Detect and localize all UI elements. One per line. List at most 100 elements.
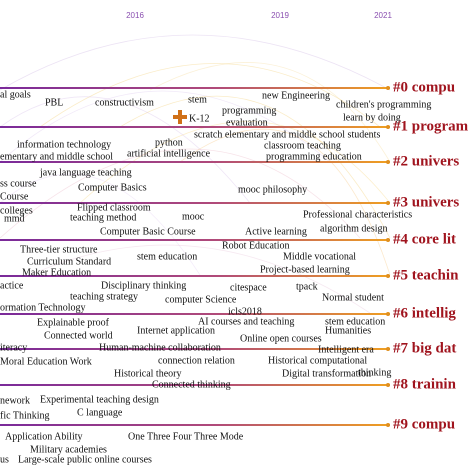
- keyword: Experimental teaching design: [40, 394, 159, 405]
- keyword: ormation Technology: [0, 302, 86, 313]
- keyword: programming education: [266, 151, 362, 162]
- cluster-label: #4 core lit: [393, 231, 456, 247]
- keyword: python: [155, 137, 183, 148]
- keyword: C language: [77, 407, 123, 418]
- cluster-label: #3 univers: [393, 194, 459, 210]
- cluster-lines: [0, 86, 390, 427]
- keyword: us: [0, 454, 9, 465]
- keyword: Computer Basics: [78, 182, 147, 193]
- keyword: fic Thinking: [0, 410, 50, 421]
- keyword: connection relation: [158, 355, 235, 366]
- keyword: mooc philosophy: [238, 184, 307, 195]
- cluster-label: #1 program: [393, 118, 469, 134]
- cluster-end: [386, 423, 390, 427]
- keyword: algorithm design: [320, 223, 388, 234]
- keyword: Large-scale public online courses: [18, 454, 152, 465]
- keyword: Historical theory: [114, 368, 181, 379]
- keyword: Project-based learning: [260, 264, 350, 275]
- cluster-label: #6 intellig: [393, 305, 456, 321]
- cluster-line: [0, 126, 390, 128]
- keyword: evaluation: [226, 117, 268, 128]
- keyword: Human-machine collaboration: [99, 342, 221, 353]
- keyword: Professional characteristics: [303, 209, 412, 220]
- keyword: information technology: [17, 139, 111, 150]
- cluster-line: [0, 348, 390, 350]
- keyword: K-12: [189, 113, 210, 124]
- keyword: Three-tier structure: [20, 244, 98, 255]
- keyword: nework: [0, 395, 30, 406]
- keyword: Historical computational: [268, 355, 367, 366]
- cluster-line: [0, 313, 390, 315]
- cluster-line: [0, 275, 390, 277]
- keyword: ss course: [0, 178, 37, 189]
- keyword: Explainable proof: [37, 317, 110, 328]
- keyword: Military academies: [30, 444, 107, 455]
- cluster-label: #5 teachin: [393, 267, 459, 283]
- keyword: Digital transformation: [282, 368, 371, 379]
- keyword: Online open courses: [240, 333, 322, 344]
- keyword: Normal student: [322, 292, 384, 303]
- cluster-line: [0, 161, 390, 163]
- keyword: teaching method: [70, 212, 136, 223]
- keyword: computer Science: [165, 294, 237, 305]
- keyword: iteracy: [0, 342, 27, 353]
- cluster-end: [386, 238, 390, 242]
- keyword: Humanities: [325, 325, 371, 336]
- keyword: Curriculum Standard: [27, 256, 111, 267]
- keyword: Intelligent era: [318, 344, 374, 355]
- year-label: 2021: [374, 11, 392, 20]
- cluster-end: [386, 274, 390, 278]
- keyword: mmd: [4, 213, 25, 224]
- keyword: colleges: [0, 205, 33, 216]
- cluster-end: [386, 312, 390, 316]
- year-axis: 2016 2019 2021: [126, 11, 392, 20]
- cluster-label: #0 compu: [393, 79, 455, 95]
- keyword: Connected world: [44, 330, 113, 341]
- cluster-line: [0, 424, 390, 426]
- cluster-end: [386, 86, 390, 90]
- keyword: thinking: [358, 367, 391, 378]
- keyword: children's programming: [336, 99, 431, 110]
- keyword: AI courses and teaching: [198, 316, 294, 327]
- keyword: ementary and middle school: [0, 151, 113, 162]
- citation-arcs: [0, 34, 391, 314]
- cluster-end: [386, 160, 390, 164]
- keyword: Active learning: [245, 226, 307, 237]
- keyword: al goals: [0, 89, 31, 100]
- cluster-end: [386, 383, 390, 387]
- keyword: PBL: [45, 97, 63, 108]
- k12-node: [173, 110, 187, 124]
- keyword: stem education: [325, 316, 385, 327]
- keyword: new Engineering: [262, 90, 330, 101]
- keyword: programming: [222, 105, 276, 116]
- cluster-label: #7 big dat: [393, 340, 456, 356]
- keyword: Application Ability: [5, 431, 83, 442]
- keyword: citespace: [230, 282, 267, 293]
- year-label: 2016: [126, 11, 144, 20]
- cluster-label: #9 compu: [393, 416, 455, 432]
- keyword: Internet application: [137, 325, 215, 336]
- cluster-end: [386, 201, 390, 205]
- keyword: stem education: [137, 251, 197, 262]
- keyword: Moral Education Work: [0, 356, 92, 367]
- keyword: learn by doing: [343, 112, 401, 123]
- keyword: artificial intelligence: [127, 148, 211, 159]
- cluster-line: [0, 87, 390, 89]
- cluster-line: [0, 384, 390, 386]
- keyword: icls2018: [228, 306, 262, 317]
- cluster-label: #2 univers: [393, 153, 459, 169]
- keyword: stem: [188, 94, 207, 105]
- keyword: scratch elementary and middle school stu…: [194, 129, 380, 140]
- keyword: teaching strategy: [70, 291, 138, 302]
- keyword: actice: [0, 280, 24, 291]
- cluster-line: [0, 239, 390, 241]
- keyword: Connected thinking: [152, 379, 231, 390]
- keyword: Robot Education: [222, 240, 290, 251]
- cluster-labels: #0 compu #1 program #2 univers #3 univers #4…: [393, 79, 469, 432]
- keyword: Maker Education: [22, 267, 91, 278]
- keyword: mooc: [182, 211, 205, 222]
- keyword: Computer Basic Course: [100, 226, 196, 237]
- keyword: Flipped classroom: [77, 202, 151, 213]
- keywords: al goals PBL constructivism stem new Enginee…: [0, 89, 431, 465]
